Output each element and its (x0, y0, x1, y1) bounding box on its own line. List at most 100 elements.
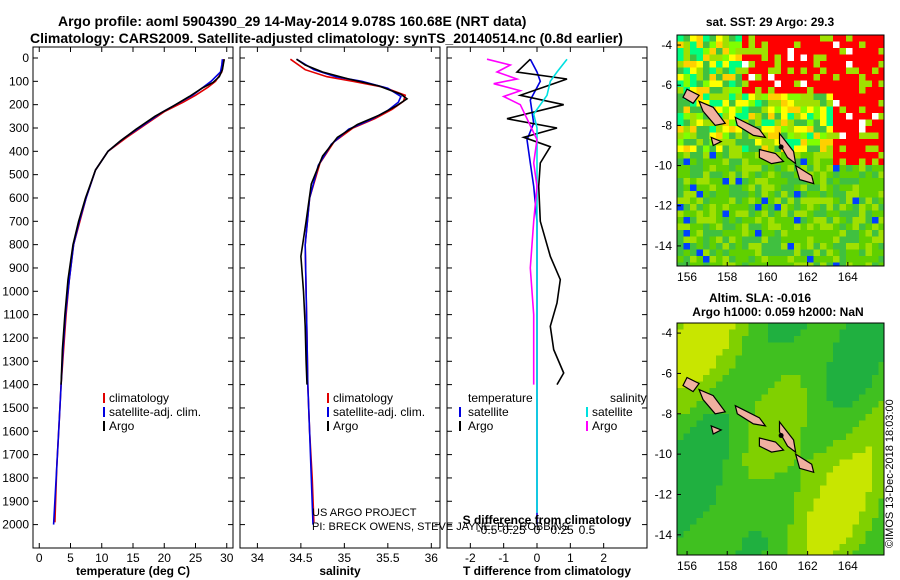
sla_map-cell (748, 420, 756, 428)
sla_map-cell (807, 505, 814, 512)
sst_map-cell (683, 145, 691, 153)
sla_map-cell (716, 446, 723, 454)
sla_map-cell (878, 394, 884, 402)
legend-entry: temperature (468, 391, 533, 405)
sst_map-cell (800, 158, 808, 166)
sst_map-cell (774, 132, 782, 140)
sla_map-cell (865, 323, 873, 330)
sla_map-cell (859, 453, 866, 460)
sla_map-cell (878, 531, 884, 538)
sla_map-cell (748, 524, 756, 532)
sla_map-cell (735, 518, 743, 525)
sst_map-cell (807, 87, 814, 94)
sst_map-cell (794, 230, 801, 237)
sla_map-cell (716, 355, 723, 363)
sla_map-cell (729, 544, 736, 551)
sla_map-cell (846, 355, 853, 363)
sst_map-cell (872, 204, 879, 211)
sla_map-cell (774, 531, 782, 538)
sst_map-cell (878, 126, 884, 133)
sla_map-cell (735, 401, 743, 408)
sla_map-cell (683, 440, 691, 447)
sst_map-cell (677, 67, 684, 75)
sst_map-cell (690, 132, 697, 140)
sla_map-cell (846, 479, 853, 486)
sst_map-cell (696, 35, 704, 42)
sla_map-cell (735, 537, 743, 545)
sst_map-cell (807, 249, 814, 257)
sst_map-cell (865, 230, 873, 237)
depth-tick-label: 1600 (2, 424, 29, 438)
sla_map-cell (820, 414, 827, 421)
sla_map-cell (787, 381, 795, 389)
sla_map-cell (742, 420, 749, 428)
sst_map-cell (833, 126, 840, 133)
sla_map-cell (846, 466, 853, 473)
sla_map-cell (852, 479, 860, 486)
sst_map-cell (800, 256, 808, 263)
sst_map-cell (781, 119, 788, 127)
sla_map-cell (833, 381, 840, 389)
sla_map-cell (813, 420, 821, 428)
sla_map-cell (748, 544, 756, 551)
sla_map-cell (696, 544, 704, 551)
sst_map-cell (774, 74, 782, 81)
sla_map-cell (800, 420, 808, 428)
sla_map-cell (696, 401, 704, 408)
sst_map-cell (781, 54, 788, 62)
sla_map-cell (761, 401, 769, 408)
sla_map-cell (781, 401, 788, 408)
sst_map-cell (781, 41, 788, 49)
sla_map-cell (696, 446, 704, 454)
sst_map-cell (859, 74, 866, 81)
sst_map-cell (813, 152, 821, 159)
sst_map-cell (781, 113, 788, 120)
sst_map-cell (859, 113, 866, 120)
sst_map-cell (729, 243, 736, 250)
legend-entry: climatology (333, 391, 393, 405)
sst_map-cell (722, 74, 730, 81)
sla_map-cell (846, 401, 853, 408)
sla_map-cell (852, 518, 860, 525)
sst_map-cell (878, 54, 884, 62)
sla_map-cell (878, 362, 884, 369)
sst_map-cell (859, 230, 866, 237)
sst_map-cell (683, 236, 691, 244)
sla_map-cell (833, 466, 840, 473)
sst_map-cell (813, 262, 821, 266)
sst_map-cell (755, 93, 762, 101)
sla_map-cell (820, 511, 827, 519)
sla_map-cell (761, 550, 769, 555)
sla_map-cell (742, 342, 749, 350)
sst_map-cell (722, 236, 730, 244)
title-line-1: Argo profile: aoml 5904390_29 14-May-201… (58, 13, 527, 29)
sst_map-cell (865, 145, 873, 153)
sla_map-cell (813, 472, 821, 480)
sst_map-cell (709, 41, 717, 49)
sst_map-cell (833, 171, 840, 179)
sst_map-cell (690, 171, 697, 179)
sla_map-cell (729, 336, 736, 343)
sla_map-cell (833, 531, 840, 538)
sla_map-cell (794, 394, 801, 402)
sla_map-cell (683, 459, 691, 467)
sst_map-cell (859, 126, 866, 133)
sla_map-cell (878, 414, 884, 421)
sst_map-cell (683, 217, 691, 224)
sla_map-cell (813, 492, 821, 499)
sla_map-cell (716, 498, 723, 506)
sla_map-cell (690, 479, 697, 486)
sla_map-cell (683, 342, 691, 350)
sst_map-cell (813, 204, 821, 211)
sla_map-cell (729, 381, 736, 389)
sst_map-cell (826, 113, 834, 120)
legend-entry: Argo (592, 419, 618, 433)
sst_map-cell (872, 87, 879, 94)
sla_map-cell (872, 407, 879, 415)
sst_map-cell (839, 80, 847, 88)
sst_map-cell (696, 249, 704, 257)
sst_map-cell (709, 243, 717, 250)
sla_map-cell (696, 427, 704, 434)
sst_map-cell (865, 197, 873, 205)
